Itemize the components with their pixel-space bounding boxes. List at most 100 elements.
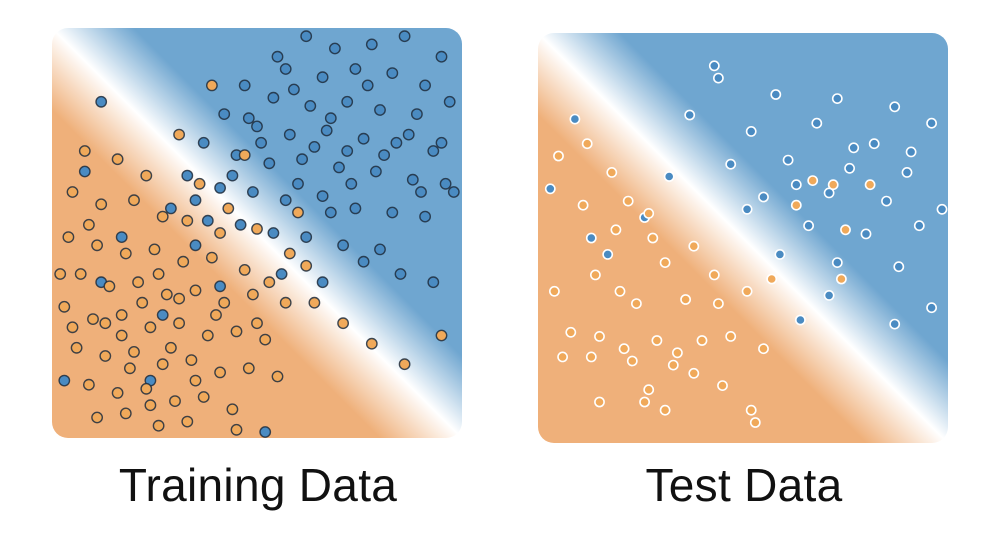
test-orange-point bbox=[688, 240, 700, 252]
train-blue-point bbox=[226, 169, 239, 182]
train-orange-point bbox=[62, 231, 75, 244]
test-orange-point bbox=[696, 335, 708, 346]
train-orange-point bbox=[156, 358, 169, 371]
train-orange-point bbox=[99, 350, 112, 362]
train-blue-point bbox=[308, 141, 321, 153]
test-orange-point bbox=[631, 298, 642, 309]
test-orange-point bbox=[766, 273, 778, 285]
test-orange-point bbox=[840, 224, 851, 236]
train-orange-point bbox=[193, 177, 206, 190]
test-blue-point bbox=[745, 126, 757, 137]
train-blue-point bbox=[402, 128, 415, 141]
train-orange-point bbox=[148, 243, 161, 256]
test-orange-point bbox=[671, 347, 683, 359]
train-orange-point bbox=[271, 370, 284, 383]
train-orange-point bbox=[173, 292, 186, 305]
train-orange-point bbox=[230, 423, 243, 436]
train-blue-point bbox=[287, 83, 300, 96]
test-orange-point bbox=[557, 351, 568, 363]
train-blue-point bbox=[189, 194, 202, 207]
test-blue-point bbox=[602, 248, 614, 260]
train-blue-point bbox=[181, 169, 194, 182]
test-orange-point bbox=[749, 417, 761, 428]
test-blue-point bbox=[803, 220, 814, 232]
train-blue-point bbox=[415, 186, 427, 198]
test-orange-point bbox=[741, 285, 753, 297]
training-data-caption: Training Data bbox=[118, 459, 398, 511]
train-blue-point bbox=[156, 309, 169, 321]
train-orange-point bbox=[205, 79, 218, 92]
train-orange-point bbox=[132, 276, 145, 289]
train-blue-point bbox=[263, 157, 276, 170]
test-orange-point bbox=[864, 179, 876, 191]
train-orange-point bbox=[300, 259, 313, 272]
train-orange-point bbox=[181, 415, 194, 428]
train-blue-point bbox=[357, 255, 370, 268]
train-orange-point bbox=[95, 198, 108, 211]
train-orange-point bbox=[136, 296, 149, 309]
train-orange-point bbox=[435, 329, 448, 342]
test-blue-point bbox=[569, 113, 581, 125]
train-blue-point bbox=[214, 181, 227, 194]
test-blue-point bbox=[544, 183, 556, 195]
train-blue-point bbox=[189, 239, 202, 252]
test-blue-point bbox=[926, 117, 937, 129]
train-orange-point bbox=[197, 391, 210, 403]
train-blue-point bbox=[419, 210, 431, 223]
train-blue-point bbox=[304, 100, 317, 112]
train-blue-point bbox=[242, 112, 255, 125]
test-blue-point bbox=[712, 72, 724, 84]
train-blue-point bbox=[390, 136, 403, 149]
train-blue-point bbox=[406, 173, 419, 186]
test-orange-point bbox=[807, 175, 819, 186]
test-blue-point bbox=[741, 203, 753, 215]
train-blue-point bbox=[95, 95, 108, 108]
train-blue-point bbox=[267, 227, 280, 239]
train-blue-point bbox=[300, 30, 313, 43]
test-orange-point bbox=[577, 199, 589, 211]
train-orange-point bbox=[214, 227, 227, 239]
train-blue-point bbox=[369, 165, 382, 178]
test-orange-point bbox=[688, 367, 700, 379]
test-orange-point bbox=[581, 138, 593, 150]
train-blue-point bbox=[271, 50, 284, 63]
train-blue-point bbox=[435, 136, 448, 149]
train-blue-point bbox=[316, 190, 329, 203]
test-orange-point bbox=[725, 330, 737, 342]
train-orange-point bbox=[91, 239, 103, 252]
train-blue-point bbox=[218, 108, 231, 121]
train-orange-point bbox=[160, 288, 173, 301]
train-orange-point bbox=[251, 222, 263, 235]
train-orange-point bbox=[91, 411, 103, 424]
train-blue-point bbox=[255, 136, 268, 149]
test-orange-point bbox=[606, 166, 618, 178]
train-orange-point bbox=[83, 378, 95, 391]
train-blue-point bbox=[410, 108, 423, 121]
train-orange-point bbox=[222, 202, 235, 215]
train-orange-point bbox=[214, 366, 227, 379]
test-blue-point bbox=[831, 257, 843, 268]
train-blue-point bbox=[324, 206, 337, 219]
train-orange-point bbox=[263, 276, 276, 289]
test-blue-point bbox=[868, 138, 880, 150]
train-blue-point bbox=[279, 63, 292, 75]
train-orange-point bbox=[337, 317, 349, 330]
train-orange-point bbox=[99, 317, 112, 330]
test-blue-point bbox=[831, 93, 843, 104]
test-orange-point bbox=[643, 384, 655, 396]
test-orange-point bbox=[610, 224, 622, 236]
test-orange-point bbox=[626, 355, 638, 367]
train-orange-point bbox=[83, 218, 95, 231]
test-orange-point bbox=[745, 404, 757, 416]
test-blue-point bbox=[844, 162, 855, 174]
train-blue-point bbox=[234, 218, 247, 231]
test-orange-point bbox=[594, 330, 605, 342]
training-data-plot bbox=[52, 28, 462, 438]
train-orange-point bbox=[177, 255, 190, 268]
train-blue-point bbox=[349, 202, 362, 215]
test-blue-point bbox=[770, 89, 782, 100]
train-blue-point bbox=[279, 194, 292, 207]
training-scatter-svg bbox=[52, 28, 462, 438]
test-blue-point bbox=[848, 142, 860, 154]
train-orange-point bbox=[144, 321, 157, 334]
